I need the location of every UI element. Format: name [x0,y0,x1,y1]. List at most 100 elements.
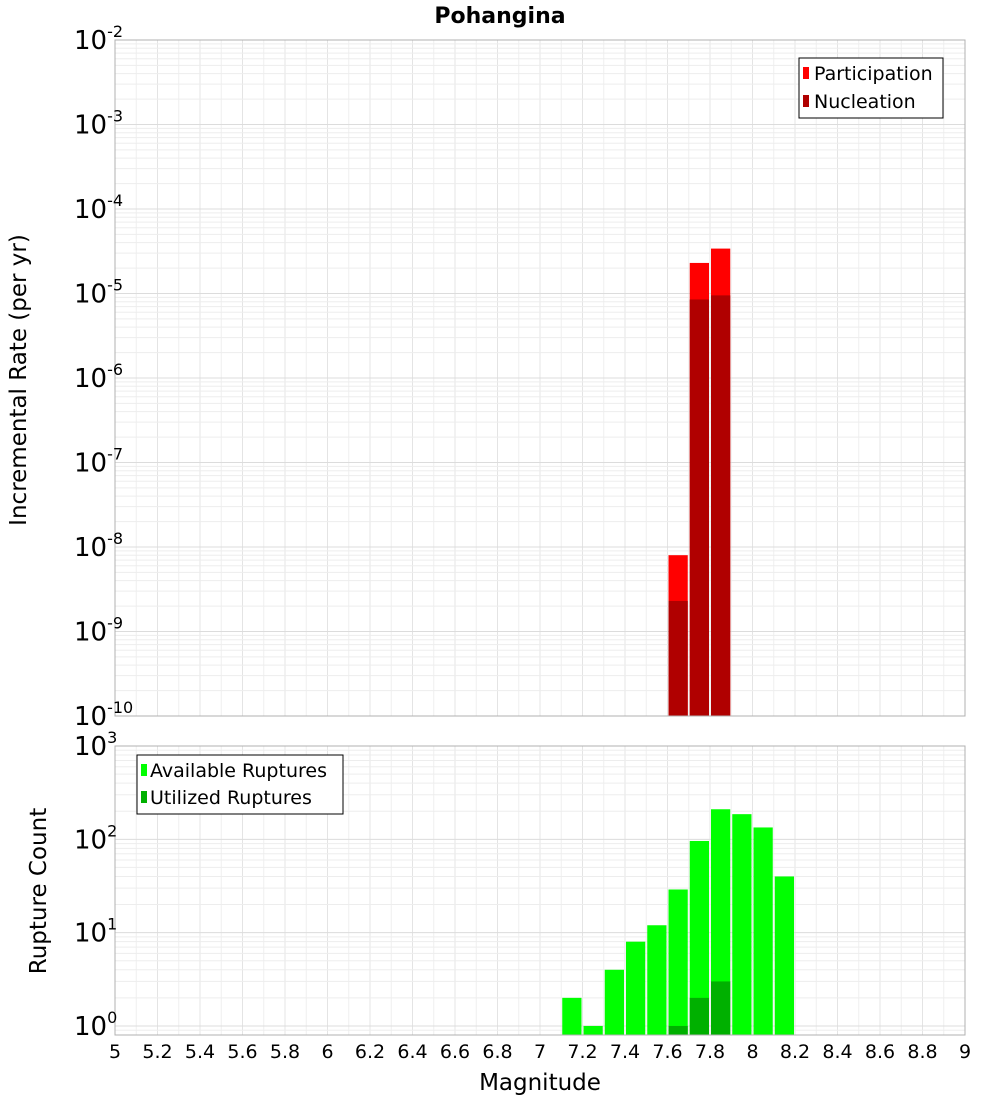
count-bar-available-ruptures [668,889,688,1035]
x-axis-ticks: 5 5.2 5.4 5.6 5.8 6 6.2 6.4 6.6 6.8 7 7.2 7.4 7.6 7.8 8… [109,1041,971,1063]
count-bar-available-ruptures [626,941,646,1035]
count-bar-available-ruptures [689,840,709,1035]
y-tick-base: 10 [74,702,107,732]
y-tick-exponent: 1 [107,915,117,934]
y-tick-label: 102 [74,821,117,855]
incremental-rate-y-label: Incremental Rate (per yr) [6,234,32,526]
x-tick-label: 6.6 [440,1041,470,1063]
x-tick-label: 7.6 [652,1041,682,1063]
rupture-count-bars [562,809,794,1035]
chart-title: Pohangina [434,4,565,29]
y-tick-exponent: 3 [107,728,117,747]
y-tick-label: 100 [74,1008,117,1042]
rupture-count-legend: Available Ruptures Utilized Ruptures [136,754,344,815]
x-tick-label: 5.4 [185,1041,215,1063]
y-tick-label: 10-7 [74,445,123,479]
x-tick-label: 5.2 [142,1041,172,1063]
y-tick-label: 10-6 [74,360,123,394]
count-bar-available-ruptures [711,809,731,1035]
count-bar-available-ruptures [774,876,794,1035]
y-tick-label: 10-3 [74,107,123,141]
y-tick-exponent: -4 [107,191,123,210]
legend-box [798,57,944,119]
y-tick-label: 10-2 [74,22,123,56]
count-bar-utilized-ruptures [711,981,731,1035]
x-tick-label: 6 [321,1041,333,1063]
x-tick-label: 5.8 [270,1041,300,1063]
count-bar-utilized-ruptures [689,997,709,1035]
y-tick-exponent: -9 [107,614,123,633]
y-tick-exponent: -2 [107,22,123,41]
count-bar-utilized-ruptures [668,1025,688,1035]
x-tick-label: 8 [746,1041,758,1063]
x-tick-label: 5 [109,1041,121,1063]
x-tick-label: 8.4 [822,1041,852,1063]
y-tick-base: 10 [74,280,107,310]
y-tick-base: 10 [74,1012,107,1042]
incremental-rate-bars [668,248,731,716]
y-tick-label: 10-10 [74,698,133,732]
y-tick-label: 103 [74,728,117,762]
x-tick-label: 7.2 [567,1041,597,1063]
x-tick-label: 8.8 [907,1041,937,1063]
rate-bar-nucleation [711,295,731,716]
count-bar-available-ruptures [753,827,773,1035]
x-tick-label: 7.8 [695,1041,725,1063]
y-tick-base: 10 [74,825,107,855]
y-tick-exponent: -6 [107,360,123,379]
y-tick-exponent: -5 [107,276,123,295]
y-tick-exponent: 0 [107,1008,117,1027]
incremental-rate-legend: Participation Nucleation [798,57,944,119]
rate-bar-nucleation [689,299,709,716]
legend-box [136,754,344,815]
y-tick-base: 10 [74,732,107,762]
rupture-count-plot-border [114,745,966,1036]
y-tick-exponent: -10 [107,698,133,717]
y-tick-label: 10-8 [74,529,123,563]
y-tick-base: 10 [74,449,107,479]
x-tick-label: 8.6 [865,1041,895,1063]
y-tick-label: 10-9 [74,614,123,648]
x-tick-label: 9 [959,1041,971,1063]
legend-label-nucleation: Nucleation [814,91,916,113]
legend-swatch-utilized [141,791,147,803]
x-tick-label: 7 [534,1041,546,1063]
y-tick-label: 10-5 [74,276,123,310]
legend-label-available: Available Ruptures [150,760,327,782]
y-tick-base: 10 [74,533,107,563]
legend-swatch-nucleation [803,95,809,107]
y-tick-exponent: -7 [107,445,123,464]
y-tick-exponent: 2 [107,821,117,840]
legend-swatch-available [141,764,147,776]
y-tick-label: 101 [74,915,117,949]
count-bar-available-ruptures [583,1025,603,1035]
x-tick-label: 6.2 [355,1041,385,1063]
count-bar-available-ruptures [562,997,582,1035]
x-tick-label: 8.2 [780,1041,810,1063]
incremental-rate-grid [115,40,965,716]
y-tick-exponent: -3 [107,107,123,126]
y-tick-label: 10-4 [74,191,123,225]
x-tick-label: 7.4 [610,1041,640,1063]
legend-label-utilized: Utilized Ruptures [150,787,312,809]
y-tick-base: 10 [74,195,107,225]
x-tick-label: 5.6 [227,1041,257,1063]
x-axis-label: Magnitude [479,1070,601,1096]
count-bar-available-ruptures [647,925,667,1035]
rate-bar-nucleation [668,600,688,716]
y-tick-base: 10 [74,618,107,648]
y-tick-base: 10 [74,919,107,949]
y-tick-base: 10 [74,364,107,394]
y-tick-base: 10 [74,26,107,56]
y-tick-base: 10 [74,111,107,141]
count-bar-available-ruptures [604,969,624,1035]
rupture-count-y-label: Rupture Count [26,808,52,974]
legend-swatch-participation [803,67,809,79]
incremental-rate-plot-border [114,39,966,717]
x-tick-label: 6.4 [397,1041,427,1063]
count-bar-available-ruptures [732,814,752,1035]
